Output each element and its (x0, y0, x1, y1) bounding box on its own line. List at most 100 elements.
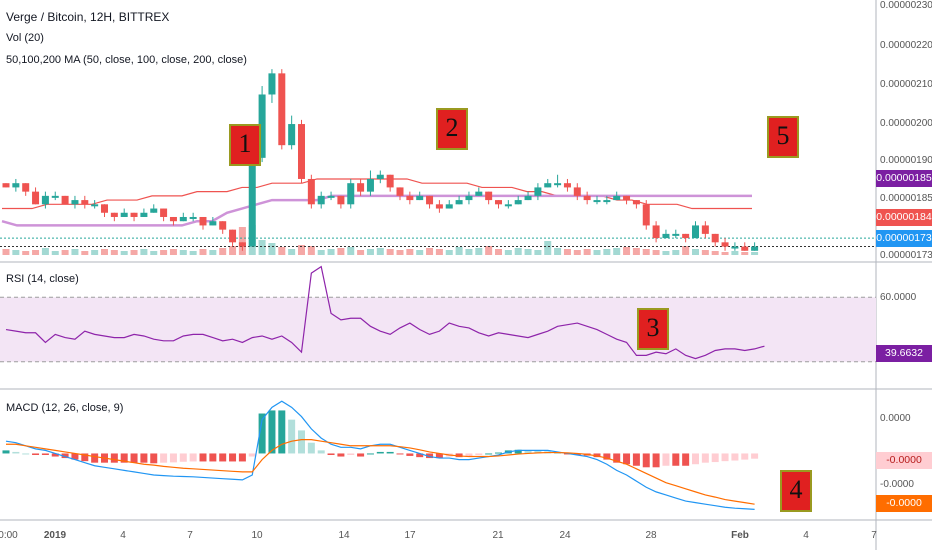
volume-bar (455, 247, 463, 255)
volume-bar (209, 250, 217, 255)
volume-bar (701, 250, 709, 255)
volume-bar (130, 250, 138, 255)
macd-histogram-bar (160, 453, 168, 463)
volume-bar (445, 250, 453, 255)
candle-body (248, 157, 256, 247)
macd-histogram-bar (721, 453, 729, 462)
volume-bar (751, 252, 759, 255)
volume-bar (91, 250, 99, 255)
annotation-3: 3 (637, 308, 669, 350)
candle-body (692, 225, 699, 239)
volume-bar (711, 251, 719, 255)
volume-bar (366, 249, 374, 255)
volume-bar (583, 249, 591, 255)
volume-bar (524, 249, 532, 255)
rsi-tick-label: 60.0000 (880, 292, 917, 303)
macd-histogram-bar (524, 450, 532, 454)
candle-body (22, 183, 30, 192)
macd-histogram-bar (41, 453, 49, 455)
macd-histogram-bar (22, 453, 30, 455)
volume-bar (632, 248, 640, 255)
macd-histogram-bar (71, 453, 79, 460)
candle-body (120, 212, 128, 217)
price-tick-label: 0.00000190 (880, 155, 932, 166)
candle-body (12, 183, 20, 188)
date-tick-label: 4 (120, 530, 126, 541)
candle-body (51, 195, 59, 198)
volume-bar (416, 250, 424, 255)
volume-bar (652, 250, 660, 255)
signal-line (6, 439, 755, 505)
macd-histogram-bar (593, 453, 601, 458)
volume-bar (101, 249, 108, 255)
candle-body (593, 200, 601, 203)
macd-histogram-bar (426, 453, 434, 459)
rsi-label[interactable]: RSI (14, close) (6, 273, 79, 285)
candle-body (41, 195, 49, 205)
volume-bar (386, 249, 394, 255)
candle-body (71, 200, 79, 205)
candle-body (445, 204, 453, 209)
candle-body (91, 204, 99, 207)
date-tick-label: 2019 (43, 530, 67, 541)
volume-bar (485, 246, 493, 255)
volume-bar (81, 251, 89, 255)
volume-bar (672, 250, 680, 255)
date-tick-label: 17 (404, 530, 416, 541)
volume-bar (12, 250, 20, 255)
volume-bar (169, 249, 177, 255)
macd-histogram-bar (672, 453, 680, 466)
rsi-band (0, 297, 876, 362)
macd-histogram-bar (2, 450, 10, 454)
macd-histogram-bar (495, 452, 502, 454)
candle-body (504, 204, 512, 207)
macd-histogram-bar (91, 453, 99, 463)
volume-bar (563, 249, 571, 255)
volume-bar (465, 249, 473, 255)
volume-bar (495, 249, 502, 255)
volume-bar (71, 249, 79, 255)
volume-bar (642, 249, 650, 255)
candle-body (554, 183, 562, 186)
volume-bar (160, 250, 168, 255)
price-tick-label: 0.00000200 (880, 118, 932, 129)
candle-body (169, 216, 177, 222)
macd-histogram-bar (268, 410, 276, 454)
macd-histogram-bar (692, 453, 699, 465)
volume-bar (61, 250, 69, 255)
volume-bar (189, 251, 197, 255)
volume-bar (307, 246, 315, 255)
macd-histogram-bar (534, 451, 542, 454)
volume-indicator-label[interactable]: Vol (20) (6, 32, 44, 44)
volume-bar (475, 248, 483, 255)
date-tick-label: Feb (731, 530, 749, 541)
volume-bar (682, 246, 690, 255)
volume-bar (288, 249, 296, 255)
candle-body (583, 195, 591, 201)
volume-bar (662, 251, 670, 255)
volume-bar (110, 250, 118, 255)
candle-body (278, 73, 286, 146)
date-tick-label: 4 (803, 530, 809, 541)
last-price-tag: 0.00000184 (876, 209, 932, 226)
candle-body (514, 200, 522, 205)
volume-bar (603, 249, 611, 255)
macd-label[interactable]: MACD (12, 26, close, 9) (6, 402, 124, 414)
macd-histogram-bar (258, 413, 266, 454)
moving-average-label[interactable]: 50,100,200 MA (50, close, 100, close, 20… (6, 54, 247, 66)
volume-bar (317, 250, 325, 255)
date-tick-label: 0:00 (0, 530, 18, 541)
volume-bar (573, 250, 581, 255)
candle-body (376, 174, 384, 179)
price-tick-label: 0.00000210 (880, 79, 932, 90)
candle-body (61, 195, 69, 205)
macd-histogram-bar (298, 430, 305, 454)
volume-bar (357, 250, 365, 255)
macd-histogram-bar (238, 453, 246, 462)
macd-histogram-bar (682, 453, 690, 466)
volume-bar (238, 227, 246, 255)
candle-body (229, 229, 237, 243)
macd-histogram-bar (485, 453, 493, 455)
volume-bar (32, 250, 40, 255)
